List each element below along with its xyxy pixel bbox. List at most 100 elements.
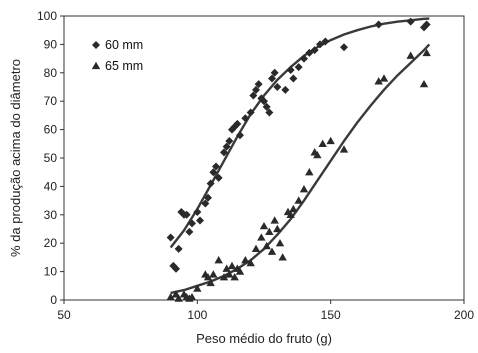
point-65mm — [222, 264, 231, 272]
point-60mm — [206, 179, 215, 188]
point-60mm — [252, 85, 260, 94]
point-65mm — [326, 136, 335, 145]
point-60mm — [209, 168, 218, 177]
point-60mm — [294, 63, 303, 72]
point-60mm — [249, 91, 258, 100]
point-65mm — [267, 247, 277, 255]
point-60mm — [268, 74, 276, 83]
legend-marker-60mm — [92, 41, 100, 49]
point-65mm — [278, 253, 287, 261]
point-60mm — [406, 17, 415, 26]
point-60mm — [281, 85, 290, 94]
x-tick-label: 200 — [454, 308, 474, 322]
point-65mm — [265, 227, 274, 235]
point-65mm — [275, 239, 285, 247]
point-65mm — [273, 224, 282, 233]
point-65mm — [214, 256, 223, 264]
point-60mm — [220, 148, 228, 157]
point-65mm — [289, 204, 298, 213]
point-65mm — [241, 256, 250, 264]
point-65mm — [209, 270, 218, 278]
point-65mm — [174, 294, 183, 302]
fit-curve-65mm — [170, 43, 431, 295]
y-tick-label: 100 — [37, 9, 57, 23]
y-tick-label: 80 — [44, 66, 58, 80]
point-65mm — [251, 244, 261, 253]
point-65mm — [262, 241, 271, 250]
axis-ticks: 0 10 20 30 40 50 60 70 80 90 100 50 100 150 200 — [37, 9, 474, 322]
point-60mm — [273, 83, 282, 91]
point-65mm — [305, 168, 314, 176]
point-65mm — [406, 51, 415, 59]
point-60mm — [185, 227, 194, 236]
point-65mm — [419, 79, 429, 88]
y-tick-label: 10 — [44, 265, 58, 279]
point-60mm — [188, 219, 196, 228]
y-tick-label: 90 — [44, 37, 58, 51]
point-65mm — [257, 233, 266, 241]
x-tick-label: 150 — [321, 308, 341, 322]
legend-diamond-icon — [92, 41, 100, 49]
point-60mm — [166, 233, 175, 242]
point-65mm — [339, 145, 349, 153]
point-60mm — [300, 54, 308, 63]
data-markers — [166, 17, 431, 302]
x-axis-title: Peso médio do fruto (g) — [196, 331, 332, 346]
point-65mm — [313, 150, 322, 159]
point-65mm — [379, 74, 389, 82]
point-60mm — [212, 162, 220, 171]
point-60mm — [289, 74, 298, 83]
point-60mm — [201, 199, 210, 208]
point-60mm — [182, 210, 191, 219]
y-tick-label: 20 — [44, 236, 58, 250]
point-60mm — [340, 43, 348, 52]
point-60mm — [286, 65, 295, 74]
point-65mm — [374, 77, 383, 85]
point-60mm — [374, 20, 383, 29]
point-65mm — [299, 185, 309, 193]
point-65mm — [422, 48, 431, 57]
point-60mm — [262, 102, 271, 111]
y-tick-label: 60 — [44, 123, 58, 137]
point-60mm — [225, 136, 234, 145]
point-60mm — [270, 68, 279, 77]
legend-label-60mm: 60 mm — [105, 38, 143, 52]
x-tick-label: 50 — [57, 308, 71, 322]
y-axis-title: % da produção acima do diâmetro — [8, 59, 23, 257]
y-tick-label: 40 — [44, 179, 58, 193]
x-tick-label: 100 — [187, 308, 207, 322]
point-65mm — [230, 273, 239, 281]
legend-box — [85, 27, 169, 83]
point-60mm — [214, 173, 223, 182]
point-60mm — [321, 37, 330, 46]
point-60mm — [204, 193, 212, 202]
point-65mm — [270, 216, 279, 224]
y-tick-label: 50 — [44, 151, 58, 165]
point-60mm — [172, 264, 180, 273]
point-65mm — [193, 284, 202, 292]
point-65mm — [219, 273, 229, 281]
point-60mm — [265, 108, 274, 117]
point-60mm — [254, 80, 263, 89]
point-65mm — [235, 267, 245, 275]
y-tick-label: 70 — [44, 94, 58, 108]
y-tick-label: 0 — [50, 293, 57, 307]
point-60mm — [233, 119, 242, 128]
point-60mm — [241, 114, 250, 123]
point-60mm — [174, 244, 183, 253]
point-60mm — [316, 40, 324, 49]
legend-label-65mm: 65 mm — [105, 59, 143, 73]
point-60mm — [236, 131, 244, 140]
y-tick-label: 30 — [44, 208, 58, 222]
point-65mm — [294, 196, 303, 204]
point-60mm — [246, 108, 255, 117]
point-60mm — [228, 125, 236, 134]
point-60mm — [193, 207, 202, 216]
point-65mm — [203, 273, 213, 281]
point-60mm — [260, 97, 268, 106]
point-60mm — [196, 216, 204, 225]
fit-curves — [169, 17, 431, 295]
point-65mm — [187, 292, 197, 301]
